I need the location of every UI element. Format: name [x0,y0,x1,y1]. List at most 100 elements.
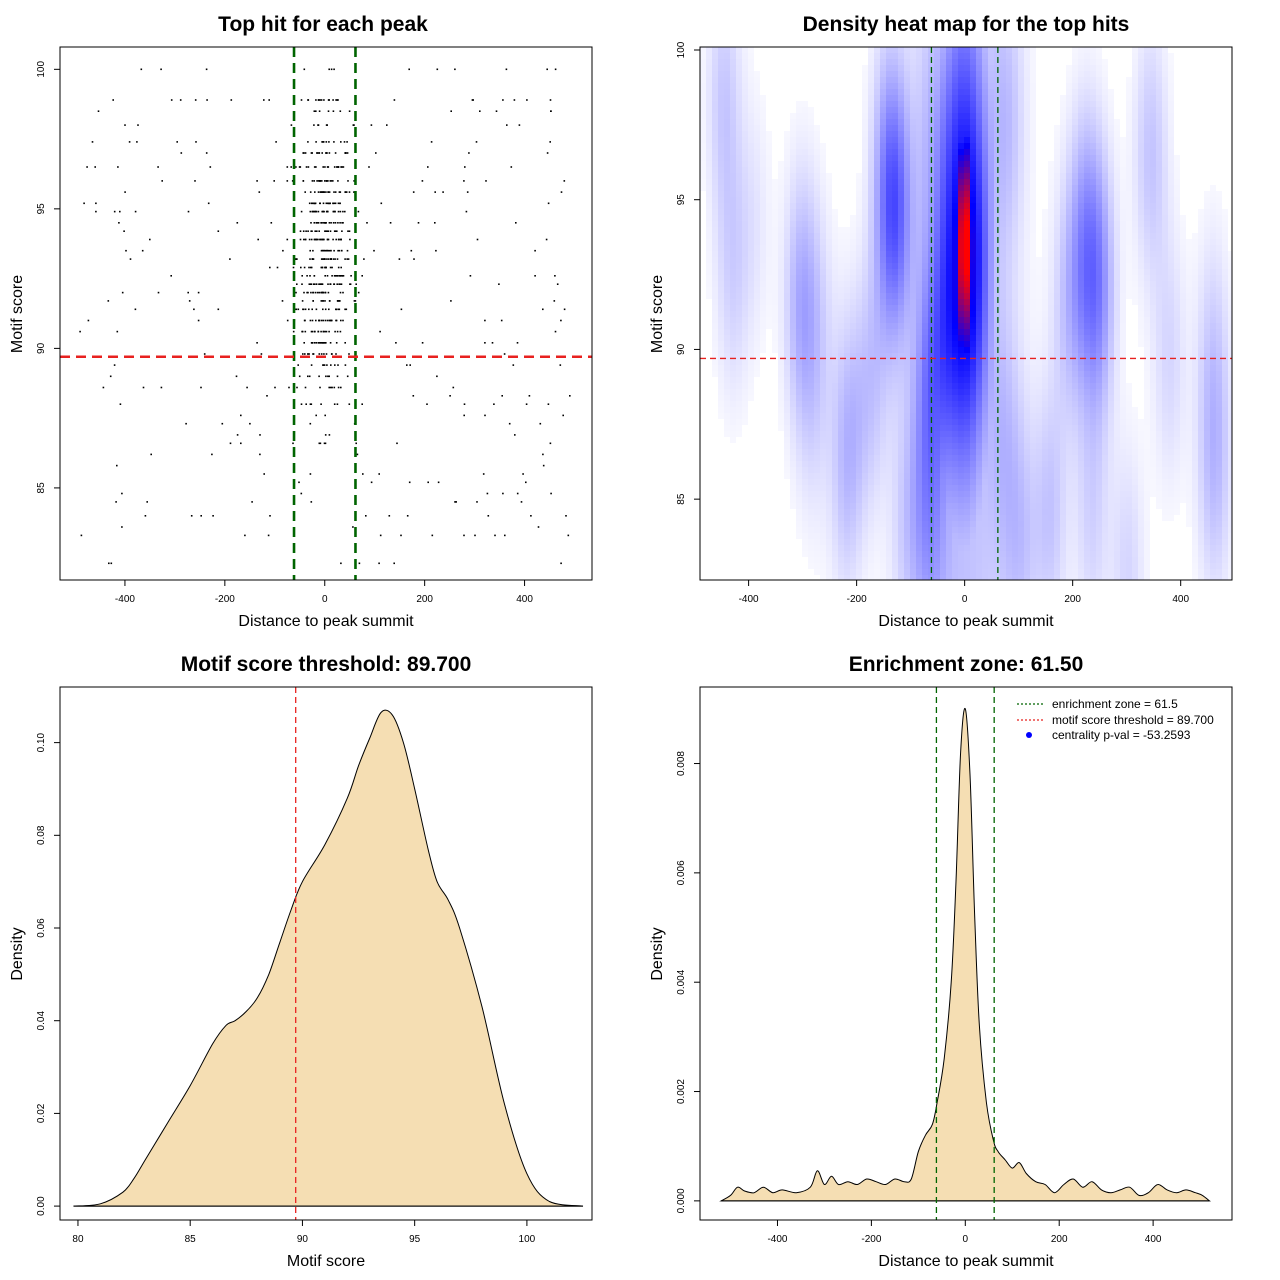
heatmap-cell [1168,149,1174,155]
scatter-point [346,375,349,378]
heatmap-cell [1216,305,1222,311]
heatmap-cell [934,245,940,251]
scatter-point [501,395,503,397]
heatmap-cell [892,365,898,371]
heatmap-cell [862,179,868,185]
heatmap-cell [946,329,952,335]
heatmap-cell [1072,293,1078,299]
heatmap-cell [730,137,736,143]
heatmap-cell [976,311,982,317]
heatmap-cell [886,95,892,101]
heatmap-cell [1012,371,1018,377]
heatmap-cell [754,179,760,185]
heatmap-cell [802,269,808,275]
heatmap-cell [1030,371,1036,377]
heatmap-cell [754,113,760,119]
heatmap-cell [700,125,706,131]
heatmap-cell [874,53,880,59]
heatmap-cell [742,155,748,161]
heatmap-cell [1108,89,1114,95]
heatmap-cell [1012,191,1018,197]
heatmap-cell [736,311,742,317]
heatmap-cell [1048,323,1054,329]
heatmap-cell [862,167,868,173]
heatmap-cell [856,305,862,311]
heatmap-cell [1150,359,1156,365]
heatmap-cell [994,215,1000,221]
heatmap-cell [1096,365,1102,371]
heatmap-cell [1132,203,1138,209]
heatmap-cell [1066,113,1072,119]
heatmap-cell [1030,359,1036,365]
heatmap-cell [1042,353,1048,359]
heatmap-cell [1078,161,1084,167]
heatmap-cell [1144,347,1150,353]
heatmap-cell [922,263,928,269]
scatter-point [303,152,305,154]
heatmap-cell [1090,311,1096,317]
heatmap-cell [982,47,988,53]
heatmap-cell [796,227,802,233]
heatmap-cell [772,287,778,293]
scatter-point [328,222,331,224]
heatmap-cell [718,269,724,275]
scatter-point [319,238,321,241]
heatmap-cell [976,71,982,77]
heatmap-cell [1216,239,1222,245]
heatmap-cell [886,341,892,347]
heatmap-cell [922,65,928,71]
heatmap-cell [982,257,988,263]
heatmap-cell [808,377,814,383]
scatter-point [308,375,311,378]
heatmap-cell [1138,77,1144,83]
heatmap-cell [868,275,874,281]
scatter-point [340,562,342,565]
heatmap-cell [946,95,952,101]
heatmap-cell [898,65,904,71]
heatmap-cell [1030,125,1036,131]
scatter-point [366,222,368,224]
heatmap-cell [940,359,946,365]
heatmap-cell [1156,299,1162,305]
heatmap-cell [976,53,982,59]
heatmap-cell [970,203,976,209]
heatmap-cell [904,161,910,167]
scatter-point [395,342,397,344]
heatmap-cell [862,197,868,203]
heatmap-cell [1156,215,1162,221]
heatmap-cell [1054,251,1060,257]
heatmap-cell [868,257,874,263]
scatter-point [337,222,339,224]
heatmap-cell [820,245,826,251]
heatmap-cell [940,179,946,185]
heatmap-cell [1066,233,1072,239]
heatmap-cell [808,131,814,137]
heatmap-cell [1186,245,1192,251]
heatmap-cell [712,281,718,287]
heatmap-cell [712,263,718,269]
heatmap-cell [934,113,940,119]
heatmap-cell [712,89,718,95]
scatter-point [322,319,325,322]
scatter-point [318,319,320,322]
heatmap-cell [820,233,826,239]
heatmap-cell [1096,269,1102,275]
heatmap-cell [1000,77,1006,83]
heatmap-cell [952,101,958,107]
heatmap-cell [886,287,892,293]
heatmap-cell [868,287,874,293]
heatmap-cell [916,107,922,113]
heatmap-cell [748,377,754,383]
heatmap-cell [1078,293,1084,299]
heatmap-cell [1132,287,1138,293]
heatmap-cell [1060,209,1066,215]
heatmap-cell [784,359,790,365]
heatmap-cell [772,257,778,263]
heatmap-cell [946,347,952,353]
heatmap-cell [1108,305,1114,311]
heatmap-cell [1216,215,1222,221]
heatmap-cell [724,275,730,281]
scatter-point [474,534,476,537]
heatmap-cell [724,191,730,197]
heatmap-cell [928,101,934,107]
